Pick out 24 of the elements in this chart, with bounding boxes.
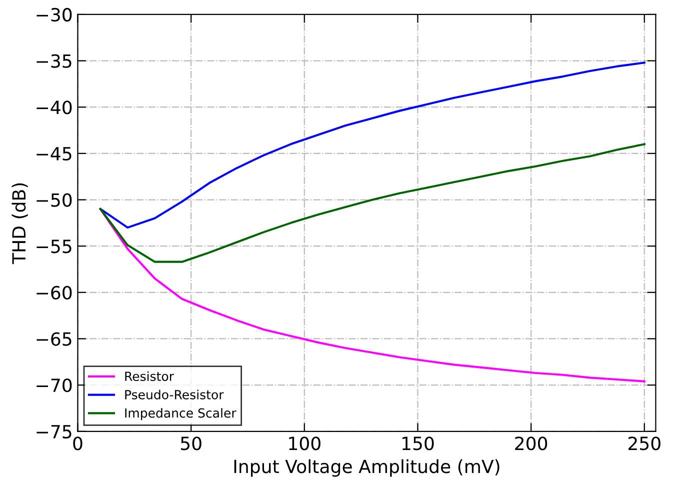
legend-label: Impedance Scaler — [125, 408, 236, 420]
x-tick-label: 0 — [73, 436, 82, 450]
x-tick-label: 100 — [289, 436, 320, 450]
x-tick-label: 150 — [402, 436, 434, 450]
y-tick-label: −55 — [36, 240, 72, 254]
y-tick-label: −35 — [36, 54, 72, 68]
y-tick-label: −60 — [36, 286, 72, 300]
line-series — [99, 62, 646, 229]
x-tick-label: 250 — [628, 436, 660, 450]
y-tick-label: −45 — [36, 147, 72, 161]
x-tick-label: 50 — [180, 436, 202, 450]
y-tick-label: −30 — [36, 8, 72, 22]
y-tick-label: −65 — [36, 332, 72, 346]
x-axis-title: Input Voltage Amplitude (mV) — [234, 459, 500, 477]
y-axis-title: THD (dB) — [12, 183, 28, 264]
y-tick-label: −50 — [36, 193, 72, 207]
line-series — [99, 208, 646, 382]
y-tick-label: −70 — [36, 378, 72, 392]
legend-label: Pseudo-Resistor — [125, 390, 224, 400]
x-tick-label: 200 — [515, 436, 548, 450]
line-series — [99, 143, 646, 263]
legend-label: Resistor — [125, 371, 174, 382]
y-tick-label: −40 — [36, 100, 72, 114]
y-tick-label: −75 — [36, 425, 72, 439]
